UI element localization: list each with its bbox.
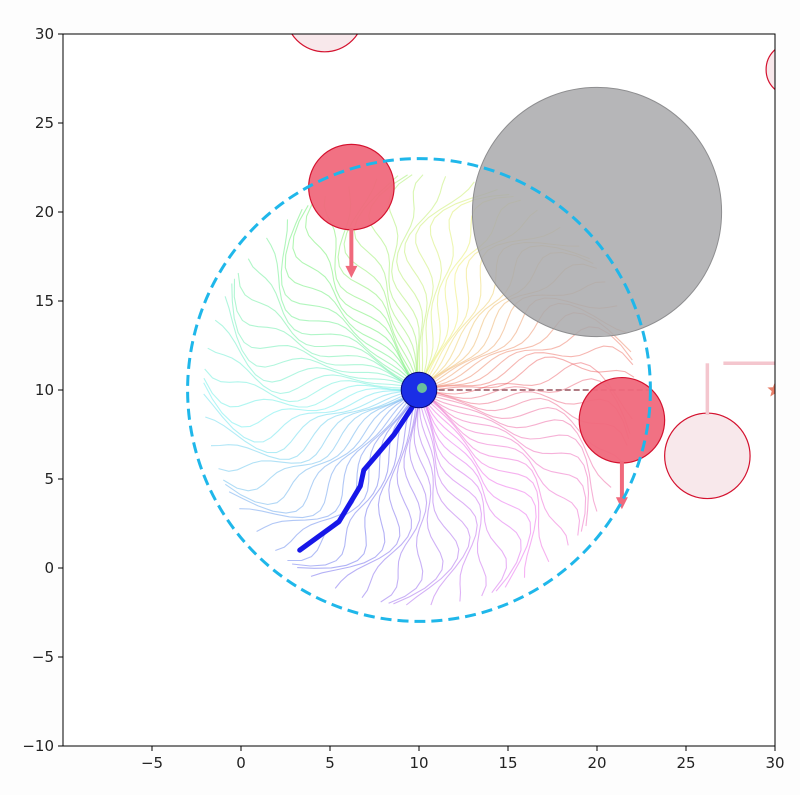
rollout-path (396, 174, 424, 380)
y-tick-label: 10 (35, 381, 54, 399)
rollout-path (284, 208, 414, 382)
y-tick-label: −5 (32, 648, 54, 666)
rollout-path (423, 399, 532, 588)
sensing-range-circle (186, 157, 652, 623)
rollout-path (421, 400, 487, 597)
rollout-path (237, 272, 411, 385)
rollout-path (427, 395, 598, 512)
rollout-path (210, 391, 409, 460)
rollout-path (422, 193, 510, 381)
y-tick-label: 20 (35, 203, 54, 221)
robot-highlight (417, 383, 427, 393)
rollout-path (429, 356, 635, 391)
rollout-path (427, 395, 590, 527)
robot-trajectory (297, 387, 422, 553)
rollout-path (203, 377, 409, 408)
y-tick-label: 25 (35, 114, 54, 132)
rollout-path (388, 400, 428, 604)
velocity-arrowhead (345, 265, 358, 278)
faded-agent (765, 48, 775, 91)
rollout-path (393, 400, 444, 605)
rollout-path (247, 258, 412, 384)
plot-area (63, 34, 775, 746)
velocity-arrowhead (615, 497, 628, 510)
x-tick-label: 20 (587, 754, 606, 772)
rollout-path (429, 362, 633, 420)
static-obstacle (471, 86, 723, 338)
rollout-path (287, 398, 413, 562)
rollout-path (415, 181, 475, 380)
y-tick-label: 30 (35, 25, 54, 43)
rollout-path (204, 368, 409, 403)
rollout-path (223, 394, 410, 492)
rollout-path (224, 394, 411, 506)
rollout-path (423, 399, 522, 592)
rollout-path (426, 396, 581, 536)
rollout-path (266, 237, 413, 383)
rollout-path (224, 296, 410, 387)
rollout-path (218, 392, 410, 472)
rollout-path (424, 398, 550, 563)
x-tick-label: 15 (498, 754, 517, 772)
x-tick-label: −5 (141, 754, 163, 772)
rollout-path (361, 399, 416, 599)
rollout-path (422, 399, 507, 594)
rollout-path (203, 390, 409, 443)
rollout-path (280, 219, 413, 382)
y-tick-label: 5 (44, 470, 54, 488)
rollout-path (233, 278, 410, 386)
rollout-path (427, 394, 612, 488)
rollout-path (422, 195, 514, 381)
rollout-path (292, 205, 414, 382)
rollout-path (205, 390, 409, 454)
rollout-path (419, 400, 478, 602)
rollout-path (305, 202, 415, 381)
rollout-path (256, 396, 411, 532)
y-tick-label: −10 (22, 737, 54, 755)
x-tick-label: 25 (676, 754, 695, 772)
rollout-path (292, 398, 414, 567)
faded-agent (291, 34, 359, 53)
axes: −5 0 5 10 15 20 25 30 −10 −5 0 5 10 15 20 25 30 (22, 25, 784, 772)
dynamic-agent (308, 143, 395, 231)
goal-star (767, 382, 775, 397)
rollout-path (380, 400, 421, 603)
y-tick-label: 0 (44, 559, 54, 577)
rollout-path (207, 347, 409, 395)
rollout-path (214, 319, 410, 387)
rollout-path (425, 397, 569, 546)
rollout-path (239, 395, 411, 519)
x-tick-label: 10 (409, 754, 428, 772)
rollout-path (429, 345, 634, 390)
rollout-path (423, 399, 537, 578)
y-tick-label: 15 (35, 292, 54, 310)
rollout-path (387, 174, 420, 380)
rollout-path (228, 395, 411, 514)
x-tick-label: 5 (325, 754, 335, 772)
rollout-path (418, 400, 471, 606)
rollout-path (203, 382, 409, 428)
rollout-path (275, 397, 412, 552)
rollout-path (405, 400, 460, 606)
rollout-path (323, 196, 416, 381)
faded-agent (664, 412, 751, 500)
rollout-path (427, 396, 587, 532)
rollout-path (231, 283, 410, 386)
rollout-path (297, 398, 415, 569)
rollout-path (421, 188, 498, 381)
rollout-path (334, 399, 415, 589)
x-tick-label: 30 (765, 754, 784, 772)
x-tick-label: 0 (236, 754, 246, 772)
rollout-path (403, 176, 447, 380)
